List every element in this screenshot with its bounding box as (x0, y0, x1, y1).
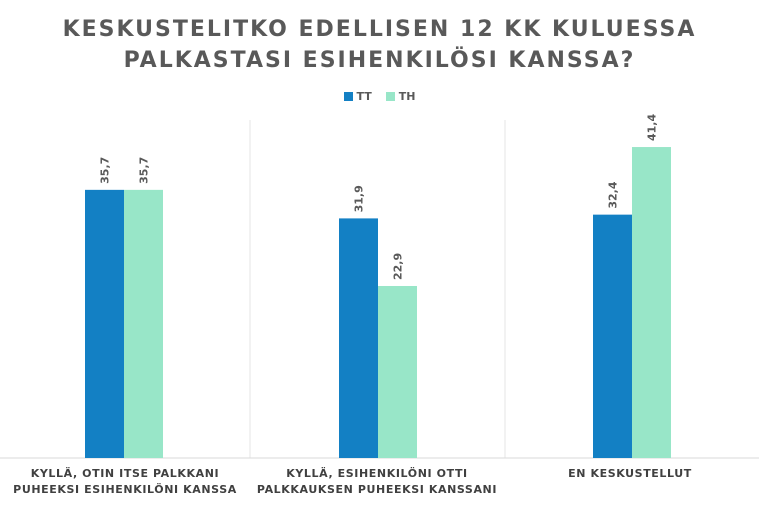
category-label-1-line-1: KYLLÄ, OTIN ITSE PALKKANI (30, 467, 220, 480)
data-label-th-3: 41,4 (646, 114, 659, 141)
legend-label-tt: TT (356, 90, 372, 103)
category-label-1-line-2: PUHEEKSI ESIHENKILÖNI KANSSA (13, 483, 237, 496)
chart-title-line-2: PALKASTASI ESIHENKILÖSI KANSSA? (123, 48, 636, 73)
category-label-3-line-1: EN KESKUSTELLUT (568, 467, 692, 480)
legend-label-th: TH (398, 90, 416, 103)
bar-th-1 (124, 189, 163, 458)
data-label-th-2: 22,9 (392, 253, 405, 280)
chart-title-line-1: KESKUSTELITKO EDELLISEN 12 KK KULUESSA (62, 17, 697, 42)
category-label-2-line-1: KYLLÄ, ESIHENKILÖNI OTTI (286, 467, 468, 480)
legend-swatch-th (385, 92, 395, 101)
legend-item-tt: TT (343, 90, 372, 103)
data-label-tt-3: 32,4 (607, 181, 620, 208)
bar-tt-1 (85, 189, 124, 458)
bar-th-3 (632, 147, 671, 459)
chart-title: KESKUSTELITKO EDELLISEN 12 KK KULUESSA P… (0, 14, 759, 76)
chart-legend: TT TH (0, 90, 759, 103)
legend-swatch-tt (343, 92, 353, 101)
bar-th-2 (378, 285, 417, 458)
category-label-2: KYLLÄ, ESIHENKILÖNI OTTI PALKKAUKSEN PUH… (252, 466, 502, 498)
category-label-2-line-2: PALKKAUKSEN PUHEEKSI KANSSANI (256, 483, 498, 496)
category-label-3: EN KESKUSTELLUT (505, 466, 755, 482)
data-label-tt-1: 35,7 (99, 157, 112, 184)
bar-tt-2 (339, 218, 378, 458)
legend-item-th: TH (385, 90, 416, 103)
category-label-1: KYLLÄ, OTIN ITSE PALKKANI PUHEEKSI ESIHE… (0, 466, 250, 498)
data-label-tt-2: 31,9 (353, 185, 366, 212)
bar-tt-3 (593, 214, 632, 458)
data-label-th-1: 35,7 (138, 157, 151, 184)
